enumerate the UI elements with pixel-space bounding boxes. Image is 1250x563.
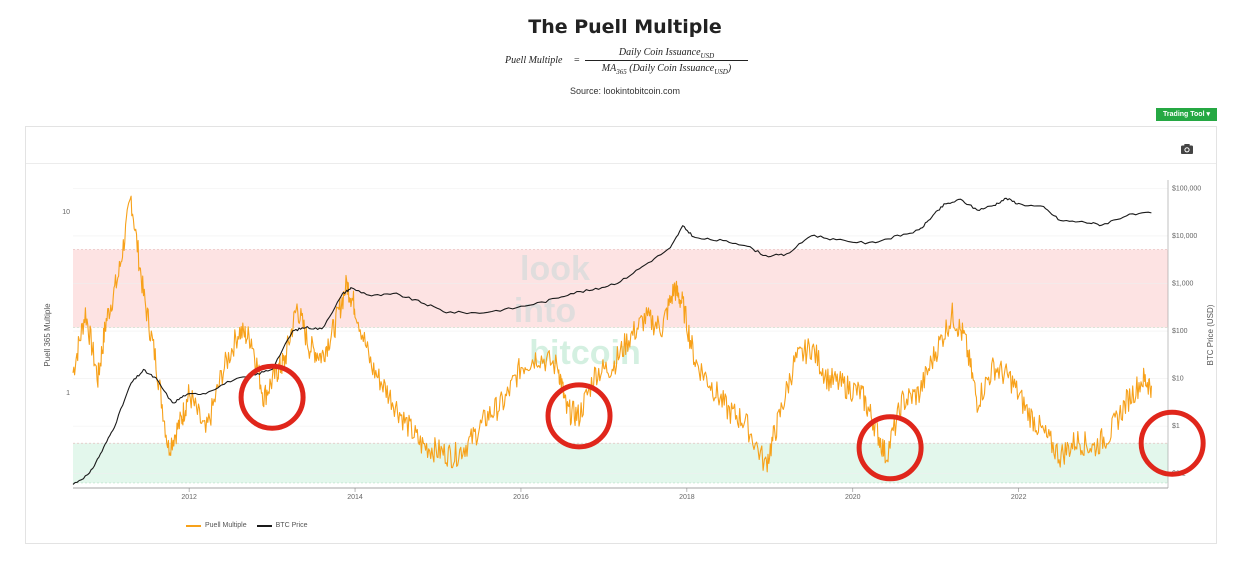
annotation-circle-3: [1138, 409, 1206, 477]
y-left-tick-label-0: 10: [62, 209, 70, 216]
band-overvalued: [73, 249, 1168, 328]
series-puell-line: [72, 195, 1152, 473]
y-left-axis-title: Puell 365 Multiple: [43, 303, 52, 367]
page-title: The Puell Multiple: [528, 16, 722, 38]
trading-tool-button[interactable]: Trading Tool ▾: [1156, 108, 1217, 121]
legend-swatch-btc: [256, 524, 272, 527]
formula-denominator: MA365 (Daily Coin IssuanceUSD): [601, 63, 732, 76]
y-right-tick-label-4: $10: [1172, 376, 1184, 383]
formula-equals: =: [574, 55, 580, 66]
annotation-circle-1: [545, 382, 613, 450]
chart-legend: Puell Multiple BTC Price: [186, 522, 308, 529]
y-left-tick-label-1: 1: [66, 390, 70, 397]
x-tick-label-1: 2014: [347, 494, 363, 501]
x-tick-label-0: 2012: [181, 494, 197, 501]
formula-fraction: Daily Coin IssuanceUSD MA365 (Daily Coin…: [585, 46, 748, 76]
formula-numerator: Daily Coin IssuanceUSD: [618, 47, 715, 60]
x-tick-label-2: 2016: [513, 494, 529, 501]
x-tick-label-5: 2022: [1011, 494, 1027, 501]
y-right-tick-label-1: $10,000: [1172, 233, 1197, 240]
toolbar-divider: [26, 163, 1216, 164]
formula-lhs: Puell Multiple: [505, 55, 563, 66]
x-tick-label-3: 2018: [679, 494, 695, 501]
y-right-tick-label-0: $100,000: [1172, 185, 1201, 192]
legend-label-btc: BTC Price: [275, 522, 308, 529]
y-right-tick-label-2: $1,000: [1172, 280, 1194, 287]
watermark-line1: look: [520, 250, 590, 288]
legend-swatch-puell: [186, 524, 201, 527]
source-caption: Source: lookintobitcoin.com: [569, 86, 681, 96]
series-btc-line: [72, 197, 1152, 485]
y-right-tick-label-3: $100: [1172, 328, 1188, 335]
annotation-circle-2: [856, 414, 924, 482]
legend-item-puell[interactable]: Puell Multiple: [186, 522, 247, 529]
camera-icon[interactable]: [1180, 142, 1194, 156]
watermark-line2: into: [514, 292, 576, 330]
band-undervalued: [73, 443, 1168, 483]
x-tick-label-4: 2020: [845, 494, 861, 501]
legend-item-btc[interactable]: BTC Price: [256, 522, 308, 529]
chart-frame: [25, 126, 1217, 544]
y-right-axis-title: BTC Price (USD): [1206, 304, 1215, 365]
fraction-bar: [585, 60, 748, 61]
annotation-circle-0: [238, 363, 306, 431]
legend-label-puell: Puell Multiple: [205, 522, 247, 529]
y-right-tick-label-5: $1: [1172, 423, 1180, 430]
